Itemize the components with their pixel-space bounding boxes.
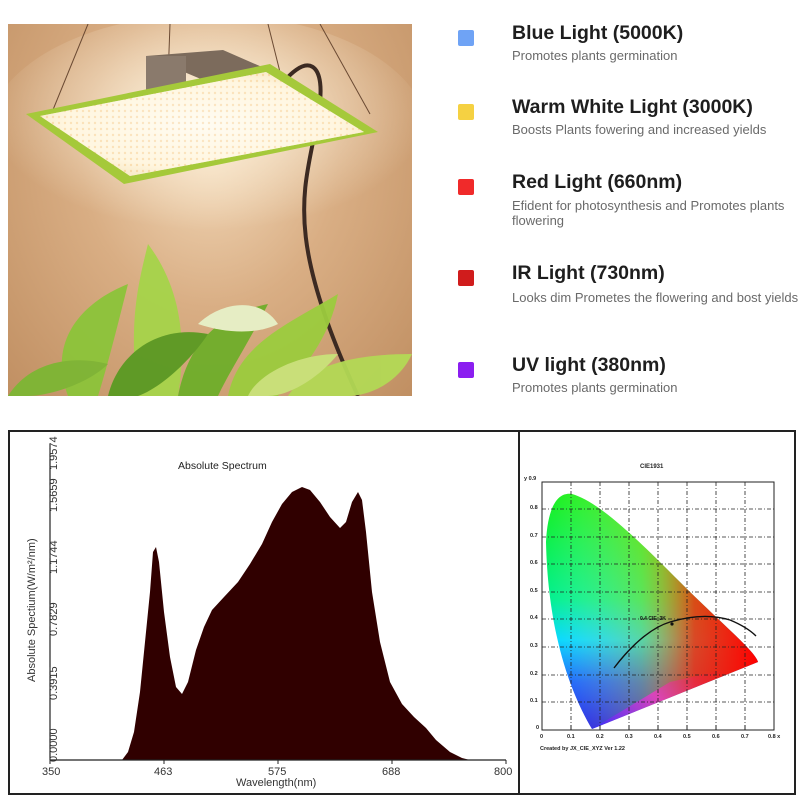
cie-point-label: 0.4 CIE_3K xyxy=(640,616,666,622)
cie-plot xyxy=(541,481,775,731)
chromaticity-locus xyxy=(546,493,758,729)
y-axis-label: Absolute Spectium(W/m²/nm) xyxy=(26,538,38,682)
x-tick: 0.4 xyxy=(654,734,662,740)
y-tick: 0.3915 xyxy=(48,666,60,700)
x-tick: 0.1 xyxy=(567,734,575,740)
measured-point xyxy=(670,622,674,626)
spectrum-plot xyxy=(49,444,507,764)
x-tick: 0.2 xyxy=(596,734,604,740)
legend-title: IR Light (730nm) xyxy=(512,262,665,284)
y-tick: 0.6 xyxy=(530,560,538,566)
y-tick: 0.7 xyxy=(530,533,538,539)
spectrum-area xyxy=(122,487,470,760)
x-tick: 0.7 xyxy=(741,734,749,740)
chart-title: Absolute Spectrum xyxy=(178,460,267,472)
legend-description: Boosts Plants fowering and increased yie… xyxy=(512,122,767,137)
x-tick: 0.3 xyxy=(625,734,633,740)
x-tick: 688 xyxy=(382,766,401,778)
x-tick: 0 xyxy=(540,734,544,740)
x-tick: 463 xyxy=(154,766,173,778)
blue-led-icon xyxy=(458,30,474,46)
y-tick: 0.4 xyxy=(530,615,538,621)
legend-description: Looks dim Prometes the flowering and bos… xyxy=(512,290,799,305)
y-tick: 1.5659 xyxy=(48,478,60,512)
red-led-icon xyxy=(458,179,474,195)
y-tick: 1.1744 xyxy=(48,540,60,574)
legend-title: Warm White Light (3000K) xyxy=(512,96,753,118)
product-photo xyxy=(8,24,412,396)
y-tick: 0.2 xyxy=(530,671,538,677)
light-type-legend: Blue Light (5000K) Promotes plants germi… xyxy=(440,0,800,410)
x-tick: 800 xyxy=(494,766,513,778)
x-axis-label: Wavelength(nm) xyxy=(236,777,317,789)
x-tick: 575 xyxy=(268,766,287,778)
warm-white-led-icon xyxy=(458,104,474,120)
cie-credit: Created by JX_CIE_XYZ Ver 1.22 xyxy=(540,746,625,752)
x-tick: 0.5 xyxy=(683,734,691,740)
uv-led-icon xyxy=(458,362,474,378)
legend-description: Promotes plants germination xyxy=(512,48,678,63)
y-tick: 0.5 xyxy=(530,588,538,594)
x-tick: 350 xyxy=(42,766,61,778)
y-tick: 0.1 xyxy=(530,698,538,704)
x-axis-label: 0.8 x xyxy=(768,734,781,740)
legend-title: UV light (380nm) xyxy=(512,354,666,376)
y-tick: 0.7829 xyxy=(48,602,60,636)
cie-chart-title: CIE1931 xyxy=(640,464,664,470)
absolute-spectrum-chart: Absolute Spectrum 0.0000 0.3915 0.7829 1… xyxy=(8,430,519,795)
ir-led-icon xyxy=(458,270,474,286)
y-tick: 0.3 xyxy=(530,643,538,649)
x-tick: 0.6 xyxy=(712,734,720,740)
grow-light-illustration xyxy=(8,24,412,396)
y-tick: 0.0000 xyxy=(48,728,60,762)
y-axis-label: y 0.9 xyxy=(524,476,537,482)
y-tick: 0 xyxy=(536,725,540,731)
legend-description: Promotes plants germination xyxy=(512,380,678,395)
planckian-locus xyxy=(613,615,757,669)
legend-title: Red Light (660nm) xyxy=(512,171,683,193)
legend-title: Blue Light (5000K) xyxy=(512,22,684,44)
legend-description: Efident for photosynthesis and Promotes … xyxy=(512,198,785,228)
cie1931-chromaticity-chart: CIE1931 y 0.9 0.8 0.7 0.6 0.5 0.4 0.3 0.… xyxy=(518,430,796,795)
y-tick: 1.9574 xyxy=(48,436,60,470)
y-tick: 0.8 xyxy=(530,505,538,511)
